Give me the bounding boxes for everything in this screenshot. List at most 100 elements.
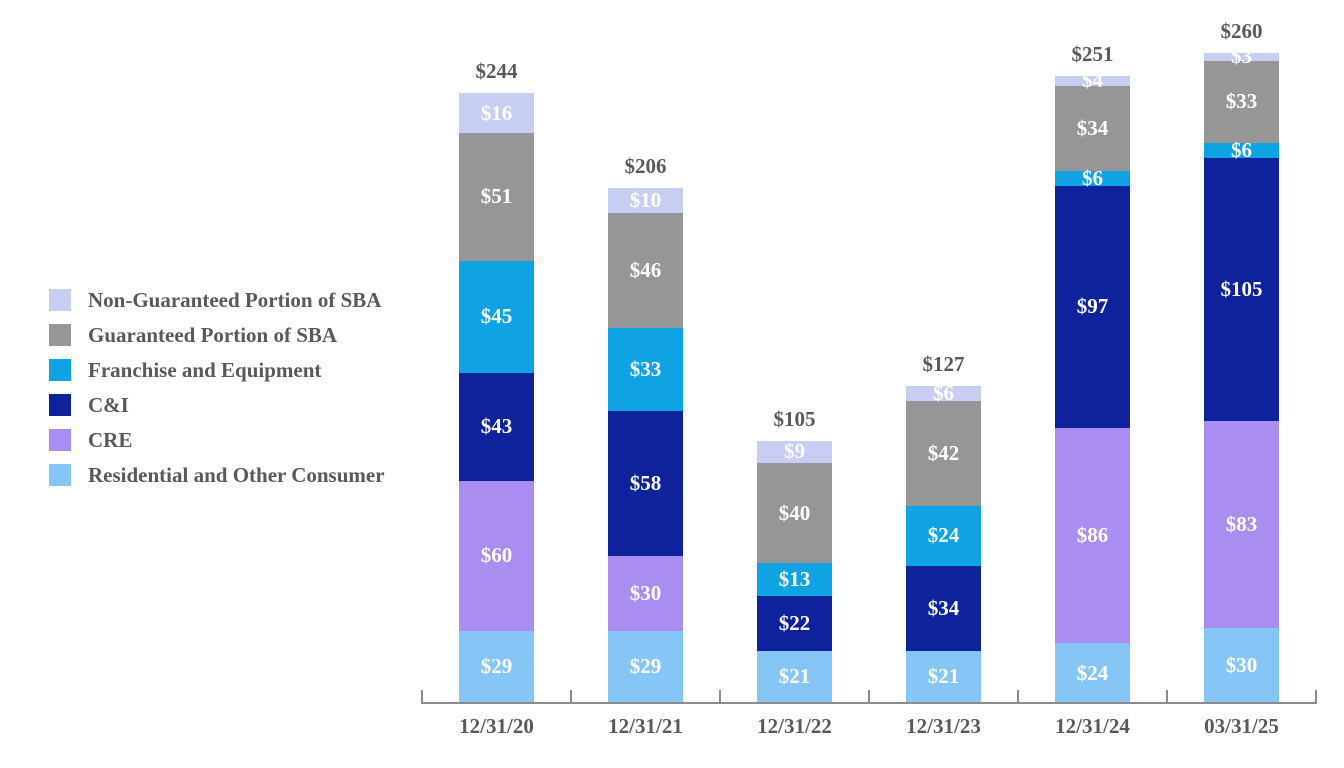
segment-value-label: $97	[1076, 294, 1109, 319]
bar-segment: $58	[608, 410, 683, 556]
bar-total-label: $206	[624, 154, 667, 178]
bar-column: $3 $33 $6 $105 $83 $30	[1204, 46, 1279, 703]
segment-value-label: $30	[1225, 653, 1258, 677]
bar-segment: $6	[906, 380, 981, 405]
bar-total-label: $105	[773, 406, 816, 431]
legend-label: Franchise and Equipment	[88, 358, 322, 382]
bar-segment: $29	[459, 630, 534, 703]
x-axis-label: 12/31/24	[1055, 714, 1130, 738]
x-axis-tick	[1166, 690, 1168, 702]
x-axis-tick	[719, 690, 721, 702]
segment-value-label: $10	[629, 188, 662, 212]
bar-segment: $33	[1204, 60, 1279, 143]
x-axis-label: 03/31/25	[1204, 714, 1279, 738]
legend-item: Non-Guaranteed Portion of SBA	[49, 289, 385, 311]
legend-swatch-icon	[49, 394, 71, 416]
bar-segment: $60	[459, 480, 534, 631]
segment-value-label: $24	[927, 523, 960, 547]
bar-segment: $33	[608, 328, 683, 411]
bar-segment: $46	[608, 213, 683, 328]
segment-value-label: $24	[1076, 660, 1109, 685]
segment-value-label: $40	[778, 500, 811, 525]
segment-value-label: $22	[778, 610, 811, 635]
bar-segment: $45	[459, 260, 534, 373]
bar-segment: $13	[757, 563, 832, 596]
bar-segment: $86	[1055, 428, 1130, 643]
legend-item: CRE	[49, 429, 385, 451]
segment-value-label: $34	[927, 595, 960, 620]
legend-swatch-icon	[49, 464, 71, 486]
legend-swatch-icon	[49, 289, 71, 311]
bar-total-label: $127	[922, 351, 965, 376]
segment-value-label: $9	[784, 439, 805, 464]
legend-swatch-icon	[49, 324, 71, 346]
segment-value-label: $51	[480, 184, 513, 209]
segment-value-label: $30	[629, 580, 662, 605]
bar-column: $16 $51 $45 $43 $60 $29	[459, 93, 534, 703]
segment-value-label: $6	[1231, 138, 1252, 162]
bar-segment: $43	[459, 373, 534, 481]
segment-value-label: $6	[1082, 165, 1103, 190]
legend-label: C&I	[88, 393, 129, 417]
legend-swatch-icon	[49, 429, 71, 451]
segment-value-label: $13	[778, 566, 811, 591]
bar-column: $4 $34 $6 $97 $86 $24	[1055, 70, 1130, 703]
bar-segment: $30	[608, 555, 683, 631]
bar-segment: $22	[757, 595, 832, 651]
bar-total-label: $244	[475, 59, 518, 83]
segment-value-label: $3	[1231, 44, 1252, 69]
bar-segment: $30	[1204, 628, 1279, 703]
bar-total-label: $251	[1071, 41, 1114, 66]
legend-label: Guaranteed Portion of SBA	[88, 323, 338, 347]
bar-segment: $42	[906, 400, 981, 506]
segment-value-label: $45	[480, 304, 513, 329]
bar-segment: $3	[1204, 46, 1279, 67]
bar-segment: $97	[1055, 185, 1130, 428]
segment-value-label: $21	[778, 664, 811, 689]
x-axis-tick	[1017, 690, 1019, 702]
legend-label: CRE	[88, 428, 133, 452]
bar-column: $9 $40 $13 $22 $21	[757, 439, 832, 703]
segment-value-label: $43	[480, 414, 513, 439]
segment-value-label: $4	[1082, 68, 1103, 92]
legend-label: Non-Guaranteed Portion of SBA	[88, 288, 382, 312]
bar-segment: $6	[1055, 165, 1130, 190]
bar-segment: $9	[757, 439, 832, 464]
segment-value-label: $29	[629, 654, 662, 679]
bar-segment: $21	[757, 650, 832, 703]
bar-segment: $24	[1055, 643, 1130, 703]
x-axis-line	[421, 702, 1317, 704]
x-axis-label: 12/31/23	[906, 714, 981, 738]
bar-segment: $10	[608, 188, 683, 213]
bar-segment: $105	[1204, 158, 1279, 421]
legend-label: Residential and Other Consumer	[88, 463, 385, 487]
x-axis-label: 12/31/20	[459, 714, 534, 738]
bar-segment: $34	[906, 565, 981, 651]
bar-segment: $34	[1055, 85, 1130, 171]
x-axis-tick	[570, 690, 572, 702]
legend-item: C&I	[49, 394, 385, 416]
segment-value-label: $34	[1076, 115, 1109, 140]
segment-value-label: $42	[927, 440, 960, 465]
bar-segment: $16	[459, 93, 534, 133]
segment-value-label: $29	[480, 654, 513, 679]
bar-segment: $51	[459, 133, 534, 261]
x-axis-tick	[421, 690, 423, 702]
segment-value-label: $46	[629, 258, 662, 282]
bar-segment: $29	[608, 630, 683, 703]
x-axis-label: 12/31/21	[608, 714, 683, 738]
segment-value-label: $105	[1220, 276, 1263, 301]
legend-item: Residential and Other Consumer	[49, 464, 385, 486]
segment-value-label: $60	[480, 543, 513, 567]
segment-value-label: $21	[927, 664, 960, 689]
segment-value-label: $33	[1225, 89, 1258, 114]
bar-segment: $83	[1204, 420, 1279, 628]
bar-segment: $24	[906, 505, 981, 566]
x-axis-tick	[1315, 690, 1317, 702]
segment-value-label: $6	[933, 380, 954, 405]
bar-total-label: $260	[1220, 19, 1263, 43]
x-axis-label: 12/31/22	[757, 714, 832, 738]
segment-value-label: $58	[629, 470, 662, 495]
